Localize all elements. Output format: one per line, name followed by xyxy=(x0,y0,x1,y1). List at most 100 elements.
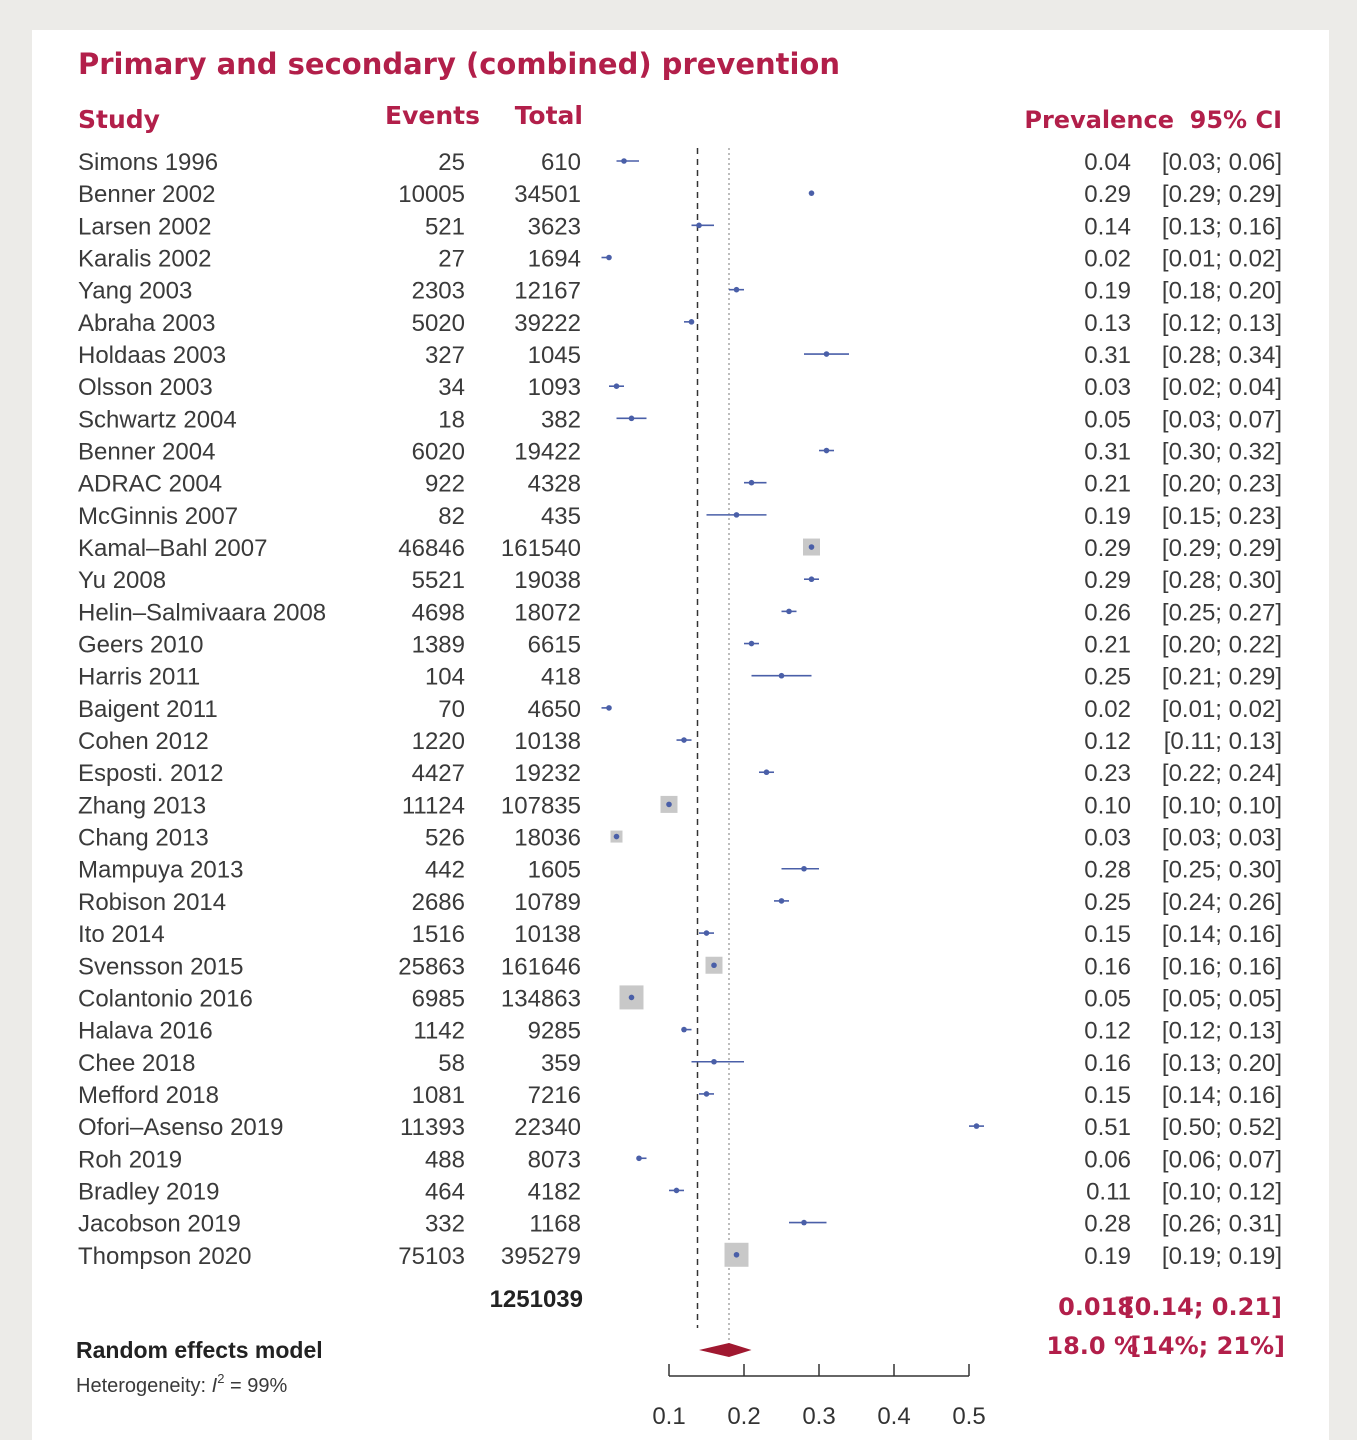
study-point xyxy=(823,351,830,357)
study-events: 6985 xyxy=(412,985,465,1012)
study-point xyxy=(801,865,807,872)
study-events: 58 xyxy=(438,1050,465,1077)
study-name: Larsen 2002 xyxy=(78,213,211,240)
study-total: 18036 xyxy=(514,825,581,852)
study-point xyxy=(613,383,620,389)
heterogeneity-label: Heterogeneity: I2 = 99% xyxy=(76,1371,287,1397)
study-name: Esposti. 2012 xyxy=(78,760,223,787)
study-prevalence: 0.15 xyxy=(1084,921,1131,948)
study-ci: [0.02; 0.04] xyxy=(1162,374,1282,401)
study-name: Roh 2019 xyxy=(78,1146,182,1173)
study-total: 418 xyxy=(541,664,581,691)
study-name: Karalis 2002 xyxy=(78,246,211,273)
heterogeneity-prefix: Heterogeneity: xyxy=(76,1375,212,1397)
study-point xyxy=(628,415,635,422)
study-events: 25 xyxy=(438,149,465,176)
study-prevalence: 0.03 xyxy=(1084,374,1131,401)
study-events: 82 xyxy=(438,503,465,530)
study-prevalence: 0.51 xyxy=(1084,1114,1131,1141)
study-point xyxy=(606,705,612,711)
study-total: 6615 xyxy=(528,632,581,659)
study-total: 10138 xyxy=(514,921,581,948)
study-total: 10789 xyxy=(514,889,581,916)
study-events: 10005 xyxy=(398,181,465,208)
study-name: Simons 1996 xyxy=(78,149,218,176)
study-prevalence: 0.16 xyxy=(1084,1050,1131,1077)
study-ci: [0.24; 0.26] xyxy=(1162,889,1282,916)
study-name: Svensson 2015 xyxy=(78,953,243,980)
study-name: Kamal–Bahl 2007 xyxy=(78,535,267,562)
study-name: Mefford 2018 xyxy=(78,1082,219,1109)
x-tick-label: 0.4 xyxy=(877,1403,910,1430)
study-total: 161646 xyxy=(501,953,581,980)
study-prevalence: 0.23 xyxy=(1084,760,1131,787)
study-ci: [0.06; 0.07] xyxy=(1162,1146,1282,1173)
study-prevalence: 0.21 xyxy=(1084,632,1131,659)
study-events: 1142 xyxy=(413,1018,465,1045)
summary-percent-ci: [14%; 21%] xyxy=(1130,1332,1285,1360)
heterogeneity-sup: 2 xyxy=(217,1371,224,1386)
study-prevalence: 0.05 xyxy=(1084,406,1131,433)
study-prevalence: 0.02 xyxy=(1084,696,1131,723)
study-point xyxy=(703,930,710,936)
study-prevalence: 0.16 xyxy=(1084,953,1131,980)
header-events: Events xyxy=(385,101,480,130)
study-ci: [0.10; 0.12] xyxy=(1162,1178,1282,1205)
study-point xyxy=(636,1155,642,1162)
study-ci: [0.22; 0.24] xyxy=(1162,760,1282,787)
study-total: 1694 xyxy=(528,246,581,273)
study-name: Baigent 2011 xyxy=(78,696,218,723)
study-point xyxy=(628,994,635,1001)
study-name: Olsson 2003 xyxy=(78,374,213,401)
study-prevalence: 0.21 xyxy=(1084,471,1131,498)
study-events: 1220 xyxy=(412,728,465,755)
study-total: 39222 xyxy=(514,310,581,337)
study-name: Yang 2003 xyxy=(78,278,192,305)
x-tick-label: 0.3 xyxy=(802,1403,835,1430)
study-point xyxy=(778,672,785,679)
study-name: Cohen 2012 xyxy=(78,728,209,755)
study-ci: [0.18; 0.20] xyxy=(1162,278,1282,305)
study-ci: [0.20; 0.23] xyxy=(1162,471,1282,498)
study-total: 161540 xyxy=(501,535,581,562)
study-prevalence: 0.19 xyxy=(1084,1243,1131,1270)
study-ci: [0.13; 0.20] xyxy=(1162,1050,1282,1077)
study-name: Chang 2013 xyxy=(78,825,209,852)
study-prevalence: 0.19 xyxy=(1084,503,1131,530)
study-events: 46846 xyxy=(398,535,465,562)
study-point xyxy=(666,801,672,808)
pooled-diamond xyxy=(699,1343,752,1357)
forest-plot-figure: Primary and secondary (combined) prevent… xyxy=(32,30,1329,1440)
study-events: 11393 xyxy=(400,1114,465,1141)
study-name: Benner 2004 xyxy=(78,439,215,466)
study-prevalence: 0.29 xyxy=(1084,535,1131,562)
study-events: 104 xyxy=(425,664,465,691)
study-prevalence: 0.28 xyxy=(1084,1211,1131,1238)
study-total: 8073 xyxy=(528,1146,581,1173)
study-ci: [0.03; 0.06] xyxy=(1162,149,1282,176)
study-ci: [0.03; 0.07] xyxy=(1162,406,1282,433)
study-total: 12167 xyxy=(514,278,581,305)
study-events: 11124 xyxy=(402,792,465,819)
study-name: Bradley 2019 xyxy=(78,1178,219,1205)
study-ci: [0.01; 0.02] xyxy=(1162,696,1282,723)
study-name: Thompson 2020 xyxy=(78,1243,251,1270)
study-ci: [0.50; 0.52] xyxy=(1162,1114,1282,1141)
study-ci: [0.15; 0.23] xyxy=(1162,503,1282,530)
study-events: 442 xyxy=(425,857,465,884)
heterogeneity-symbol: I xyxy=(212,1375,218,1397)
study-ci: [0.03; 0.03] xyxy=(1162,825,1282,852)
study-prevalence: 0.06 xyxy=(1084,1146,1131,1173)
study-events: 1516 xyxy=(412,921,465,948)
study-point xyxy=(606,254,612,261)
study-prevalence: 0.29 xyxy=(1084,567,1131,594)
study-prevalence: 0.11 xyxy=(1086,1178,1131,1205)
pooled-estimate xyxy=(699,1343,752,1357)
study-point xyxy=(748,479,755,486)
study-total: 19038 xyxy=(514,567,581,594)
study-total: 1168 xyxy=(529,1211,581,1238)
model-label: Random effects model xyxy=(76,1337,323,1363)
study-total: 359 xyxy=(541,1050,581,1077)
reference-lines xyxy=(696,148,730,1348)
study-point xyxy=(621,158,627,164)
